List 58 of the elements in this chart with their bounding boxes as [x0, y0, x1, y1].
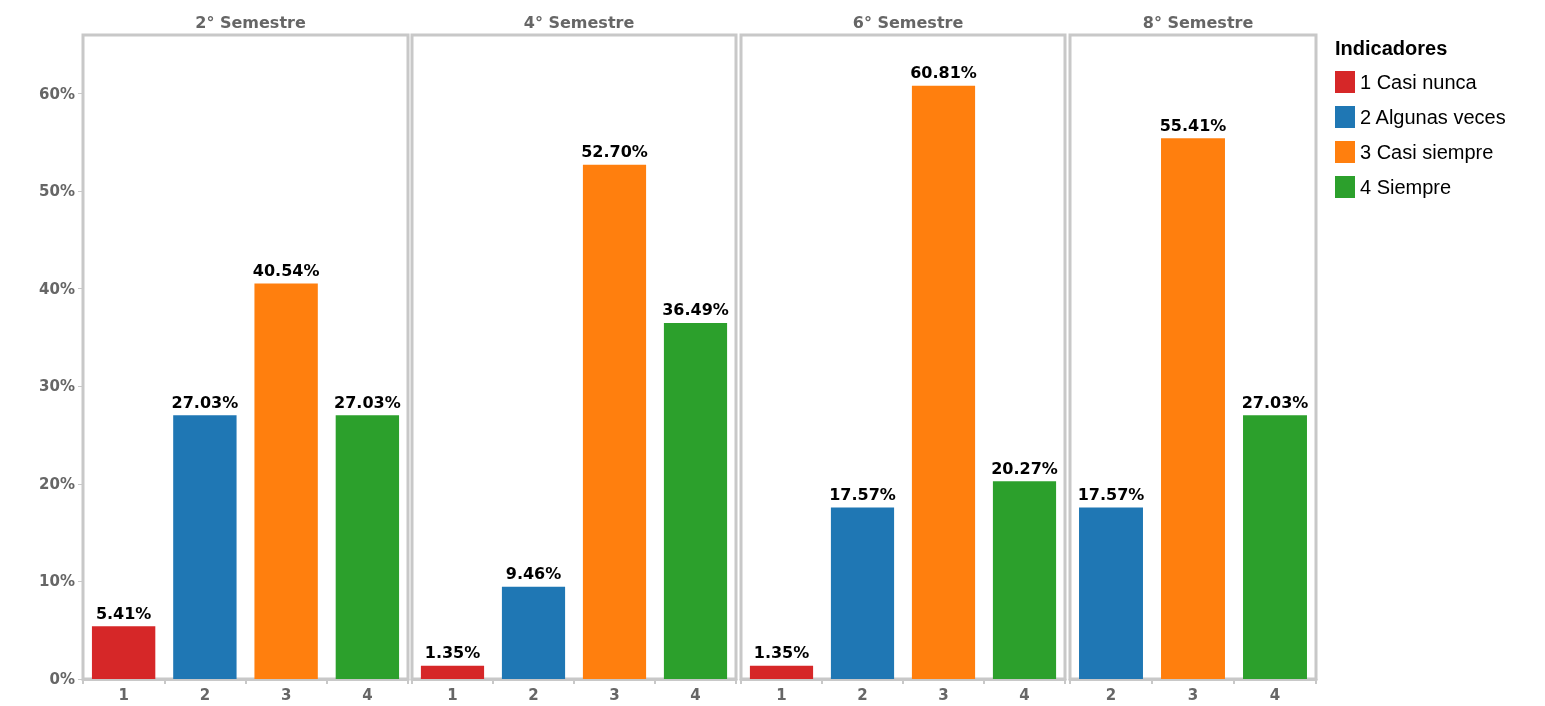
chart-title: 4° Semestre	[523, 12, 635, 32]
chart-title: 2° Semestre	[195, 12, 306, 32]
bar	[992, 481, 1057, 679]
data-label: 20.27%	[991, 458, 1058, 478]
x-tick-label: 3	[1187, 685, 1199, 704]
x-tick-label: 1	[447, 685, 458, 704]
bar	[663, 322, 728, 679]
data-label: 55.41%	[1159, 115, 1227, 135]
data-label: 27.03%	[1241, 392, 1309, 412]
x-tick-label: 3	[280, 685, 292, 704]
x-tick-label: 1	[118, 685, 129, 704]
bar	[420, 665, 485, 679]
data-label: 36.49%	[662, 300, 729, 320]
legend-label: 3 Casi siempre	[1360, 141, 1494, 163]
bar	[749, 665, 814, 679]
data-label: 5.41%	[95, 603, 152, 623]
data-label: 40.54%	[252, 260, 320, 280]
data-label: 17.57%	[1077, 485, 1145, 505]
data-label: 1.35%	[424, 643, 481, 663]
data-label: 17.57%	[829, 485, 896, 505]
x-tick-label: 4	[1269, 685, 1281, 704]
bar	[582, 164, 647, 679]
y-tick-label: 50%	[39, 182, 75, 201]
y-tick-label: 60%	[39, 84, 75, 103]
bar	[173, 415, 237, 679]
y-tick-label: 30%	[39, 377, 75, 396]
x-tick-label: 2	[528, 685, 539, 704]
x-tick-label: 2	[1105, 685, 1117, 704]
bar	[254, 283, 318, 679]
y-tick-label: 20%	[39, 474, 75, 493]
chart-title: 6° Semestre	[852, 12, 964, 32]
bar	[911, 85, 976, 679]
y-tick-label: 40%	[39, 279, 75, 298]
x-tick-label: 4	[690, 685, 701, 704]
bar	[830, 507, 895, 679]
legend-label: 1 Casi nunca	[1360, 71, 1478, 93]
data-label: 9.46%	[505, 564, 562, 584]
chart-title: 8° Semestre	[1142, 12, 1254, 32]
x-tick-label: 2	[199, 685, 211, 704]
y-tick-label: 0%	[49, 670, 75, 688]
y-tick-label: 10%	[39, 572, 75, 591]
x-tick-label: 3	[609, 685, 620, 704]
bar	[335, 415, 400, 679]
x-tick-label: 4	[1019, 685, 1030, 704]
x-tick-label: 3	[938, 685, 949, 704]
data-label: 1.35%	[753, 643, 810, 663]
data-label: 52.70%	[581, 142, 648, 162]
data-label: 60.81%	[910, 63, 977, 83]
legend-title: Indicadores	[1335, 37, 1448, 59]
legend-label: 2 Algunas veces	[1360, 106, 1506, 128]
legend-label: 4 Siempre	[1360, 176, 1452, 198]
bar	[91, 626, 156, 679]
data-label: 27.03%	[171, 392, 239, 412]
x-tick-label: 1	[776, 685, 787, 704]
data-label: 27.03%	[334, 392, 401, 412]
bar	[501, 586, 566, 679]
x-tick-label: 4	[362, 685, 373, 704]
x-tick-label: 2	[857, 685, 868, 704]
